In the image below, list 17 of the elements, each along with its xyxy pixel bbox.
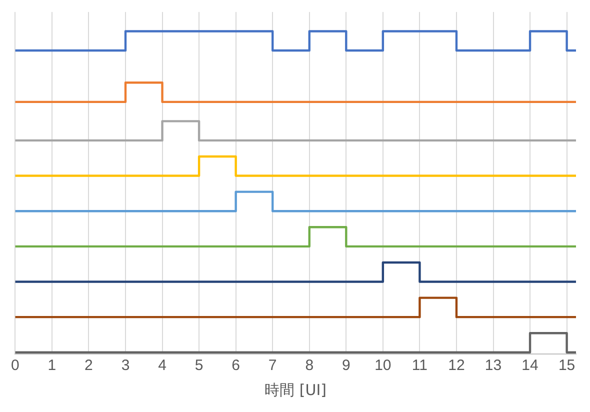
x-tick-label: 11 — [412, 357, 428, 374]
x-tick-label: 15 — [558, 357, 576, 374]
x-tick-label: 14 — [522, 357, 538, 374]
x-tick-label: 8 — [305, 357, 314, 374]
x-axis-title: 時間 [UI] — [264, 380, 327, 399]
x-tick-label: 7 — [268, 357, 277, 374]
x-tick-label: 4 — [158, 357, 166, 374]
x-tick-label: 2 — [84, 357, 93, 374]
x-tick-label: 0 — [11, 357, 20, 374]
x-tick-label: 13 — [484, 357, 502, 374]
x-tick-label: 6 — [232, 357, 240, 374]
x-tick-label: 12 — [448, 357, 465, 374]
x-tick-label: 1 — [48, 357, 56, 374]
x-tick-label: 5 — [194, 357, 204, 374]
x-tick-label: 3 — [121, 357, 130, 374]
x-tick-label: 9 — [342, 357, 350, 374]
x-tick-label: 10 — [374, 357, 392, 374]
